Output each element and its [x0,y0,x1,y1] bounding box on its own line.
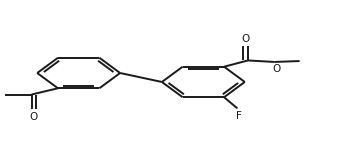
Text: F: F [235,111,241,121]
Text: O: O [242,34,250,44]
Text: O: O [30,112,38,122]
Text: O: O [272,64,280,74]
